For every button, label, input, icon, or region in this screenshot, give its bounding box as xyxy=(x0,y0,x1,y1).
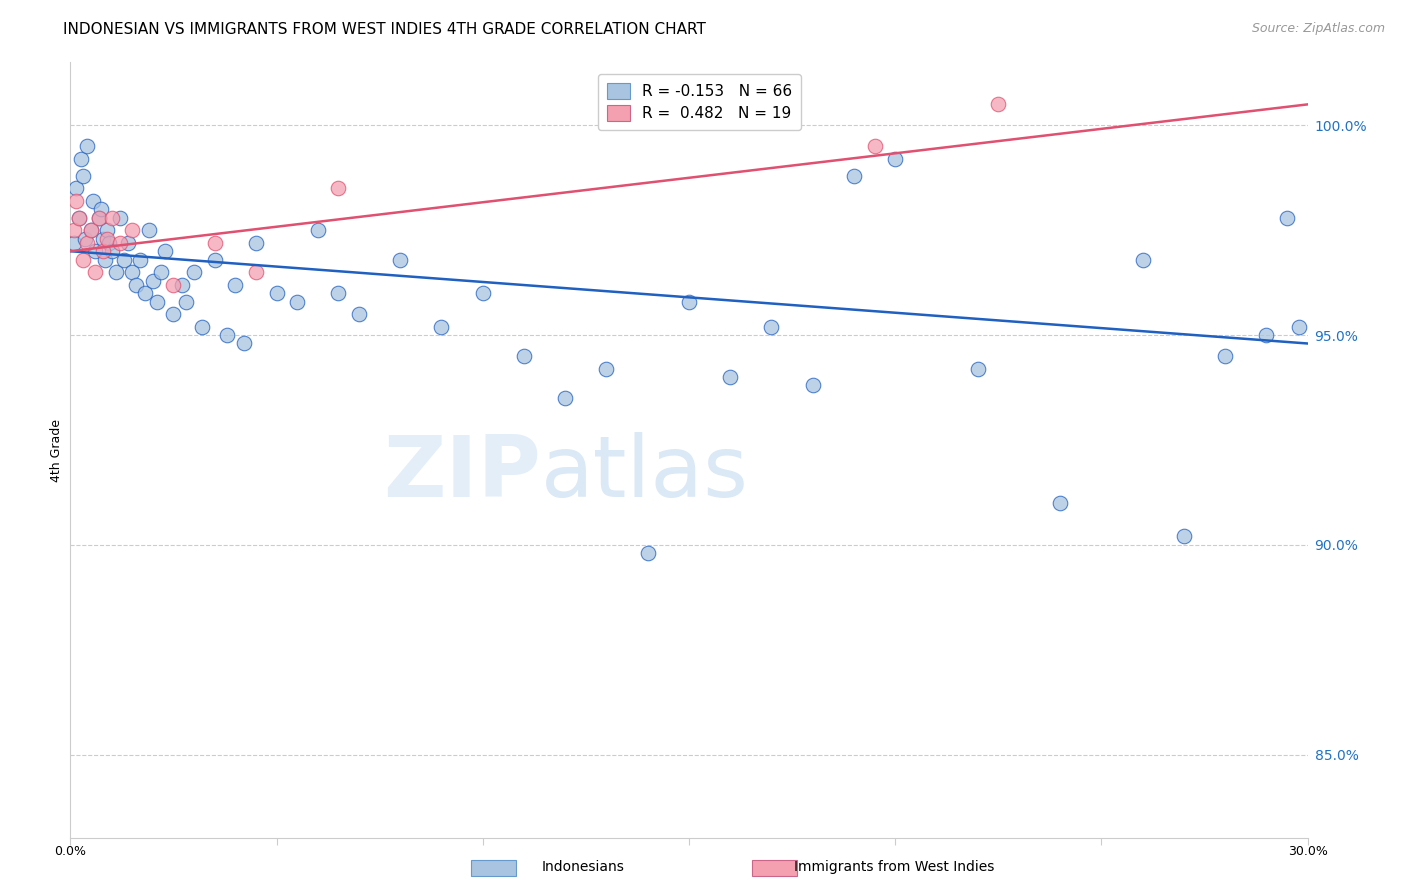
Point xyxy=(389,252,412,267)
Point xyxy=(842,169,865,183)
Point xyxy=(80,223,103,237)
Point xyxy=(328,181,350,195)
Legend: R = -0.153   N = 66, R =  0.482   N = 19: R = -0.153 N = 66, R = 0.482 N = 19 xyxy=(598,74,801,130)
Point xyxy=(266,286,288,301)
Point xyxy=(125,277,148,292)
Point xyxy=(347,307,370,321)
Point xyxy=(69,152,91,166)
Point xyxy=(91,244,114,259)
Point xyxy=(183,265,205,279)
Point xyxy=(96,223,118,237)
Point xyxy=(863,139,886,153)
Point xyxy=(63,235,86,250)
Point xyxy=(554,391,576,405)
Point xyxy=(142,274,165,288)
Text: INDONESIAN VS IMMIGRANTS FROM WEST INDIES 4TH GRADE CORRELATION CHART: INDONESIAN VS IMMIGRANTS FROM WEST INDIE… xyxy=(63,22,706,37)
Point xyxy=(108,211,131,225)
Point xyxy=(718,370,741,384)
Point xyxy=(146,294,169,309)
Point xyxy=(89,211,111,225)
Point xyxy=(245,235,267,250)
Point xyxy=(215,328,238,343)
Point xyxy=(232,336,254,351)
Point xyxy=(471,286,494,301)
Point xyxy=(966,361,988,376)
Point xyxy=(150,265,173,279)
Point xyxy=(98,235,121,250)
Point xyxy=(67,211,90,225)
Point xyxy=(72,252,94,267)
Point xyxy=(245,265,267,279)
Point xyxy=(90,202,112,217)
Point xyxy=(1173,529,1195,543)
Point xyxy=(84,265,107,279)
Point xyxy=(204,252,226,267)
Point xyxy=(801,378,824,392)
Point xyxy=(162,277,184,292)
Point xyxy=(1275,211,1298,225)
Text: Source: ZipAtlas.com: Source: ZipAtlas.com xyxy=(1251,22,1385,36)
Point xyxy=(430,319,453,334)
Point xyxy=(637,546,659,560)
Text: 30.0%: 30.0% xyxy=(1288,845,1327,858)
Text: 0.0%: 0.0% xyxy=(55,845,86,858)
Point xyxy=(307,223,329,237)
Point xyxy=(138,223,160,237)
Point xyxy=(112,252,135,267)
Point xyxy=(94,252,117,267)
Point xyxy=(91,232,114,246)
Point xyxy=(1132,252,1154,267)
Text: Indonesians: Indonesians xyxy=(541,860,624,874)
Y-axis label: 4th Grade: 4th Grade xyxy=(51,419,63,482)
Text: atlas: atlas xyxy=(540,433,748,516)
Text: ZIP: ZIP xyxy=(382,433,540,516)
Point xyxy=(595,361,617,376)
Point xyxy=(328,286,350,301)
Point xyxy=(108,235,131,250)
Point xyxy=(100,211,122,225)
Point xyxy=(1288,319,1310,334)
Point xyxy=(285,294,308,309)
Point xyxy=(100,244,122,259)
Point xyxy=(761,319,783,334)
Point xyxy=(1213,349,1236,363)
Point xyxy=(73,232,96,246)
Point xyxy=(72,169,94,183)
Point xyxy=(678,294,700,309)
Point xyxy=(117,235,139,250)
Point xyxy=(65,194,87,208)
Point xyxy=(84,244,107,259)
Point xyxy=(76,235,98,250)
Point xyxy=(1256,328,1278,343)
Point xyxy=(1049,496,1071,510)
Point xyxy=(67,211,90,225)
Point xyxy=(104,265,127,279)
Point xyxy=(96,232,118,246)
Point xyxy=(162,307,184,321)
Point xyxy=(191,319,214,334)
Point xyxy=(174,294,197,309)
Point xyxy=(513,349,536,363)
Point xyxy=(884,152,907,166)
Point xyxy=(987,97,1010,112)
Point xyxy=(65,181,87,195)
Point xyxy=(224,277,246,292)
Point xyxy=(153,244,176,259)
Point xyxy=(82,194,104,208)
Point xyxy=(170,277,193,292)
Point xyxy=(121,223,143,237)
Point xyxy=(76,139,98,153)
Point xyxy=(134,286,156,301)
Point xyxy=(63,223,86,237)
Point xyxy=(89,211,111,225)
Point xyxy=(204,235,226,250)
Point xyxy=(129,252,152,267)
Point xyxy=(80,223,103,237)
Text: Immigrants from West Indies: Immigrants from West Indies xyxy=(794,860,995,874)
Point xyxy=(121,265,143,279)
